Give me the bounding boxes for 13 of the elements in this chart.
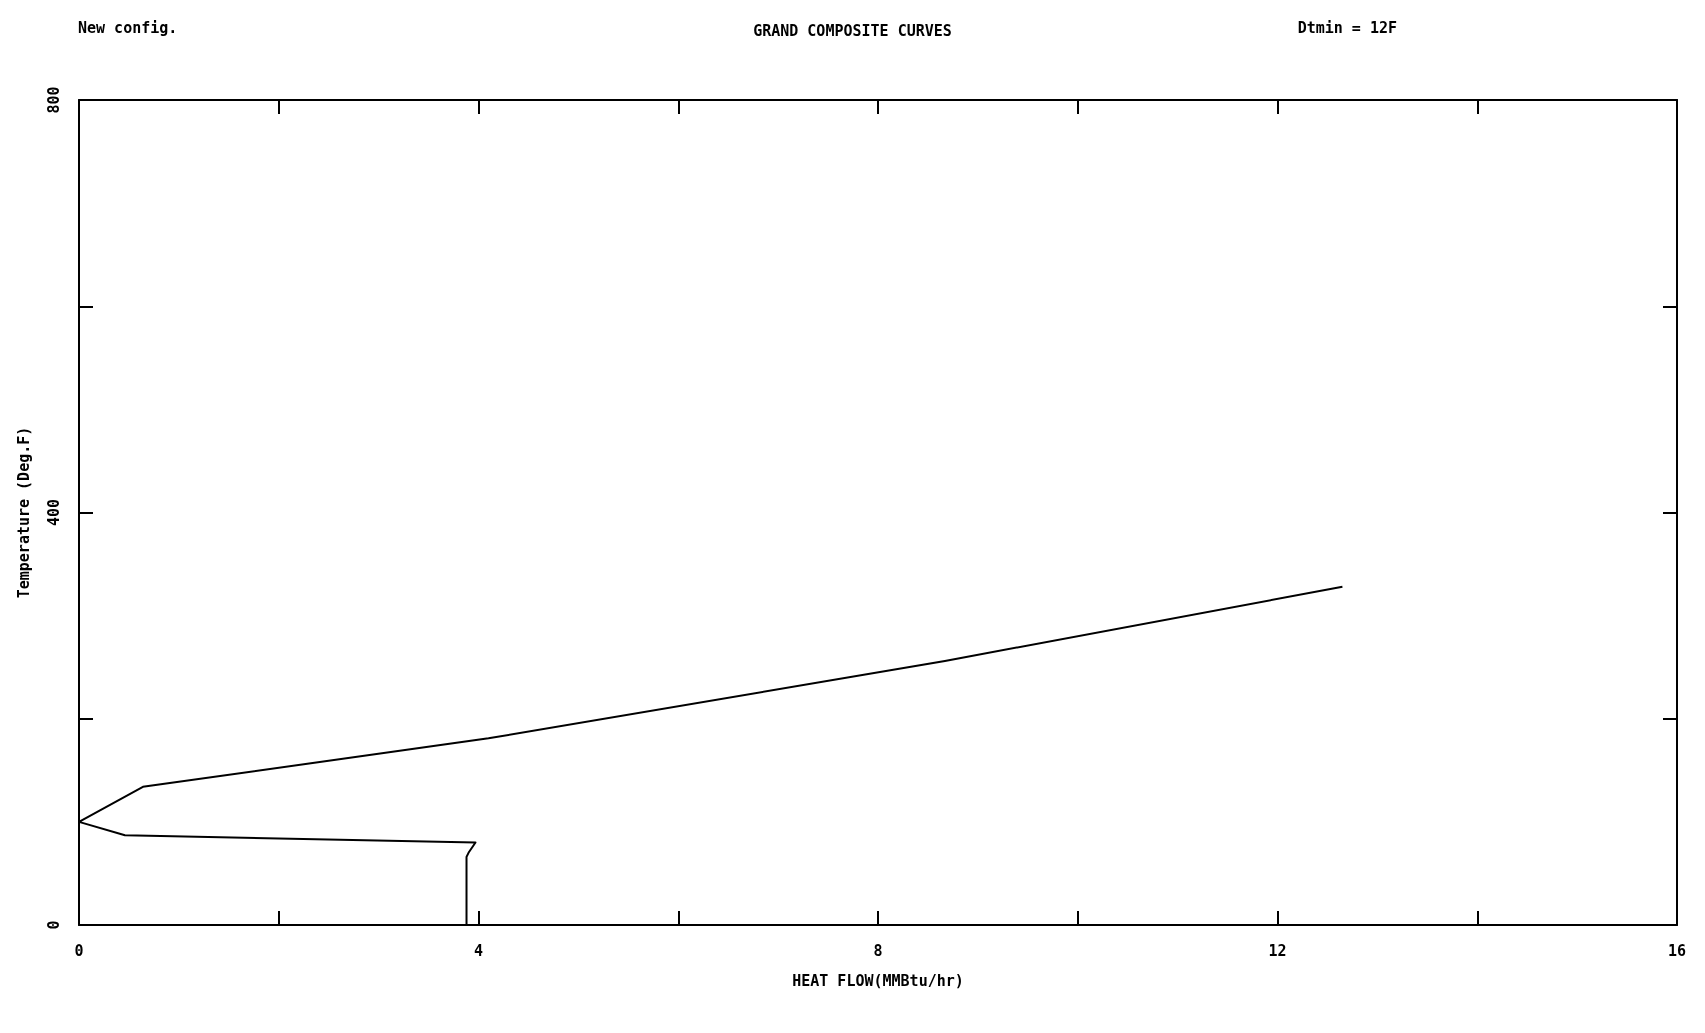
x-tick-label: 8 xyxy=(873,941,883,960)
y-tick-label: 0 xyxy=(44,920,63,930)
x-tick-label: 0 xyxy=(74,941,84,960)
text: Dtmin = 12F xyxy=(1297,18,1398,37)
x-tick-label: 4 xyxy=(473,941,484,960)
y-axis-title: Temperature (Deg.F) xyxy=(14,426,33,599)
text: New config. xyxy=(78,18,178,37)
x-tick-label: 12 xyxy=(1268,941,1287,960)
x-tick-label: 16 xyxy=(1667,941,1687,960)
y-tick-label: 800 xyxy=(44,86,63,114)
x-axis-title: HEAT FLOW(MMBtu/hr) xyxy=(792,971,964,990)
chart-title: GRAND COMPOSITE CURVES xyxy=(753,21,952,40)
y-tick-label: 400 xyxy=(44,498,63,527)
